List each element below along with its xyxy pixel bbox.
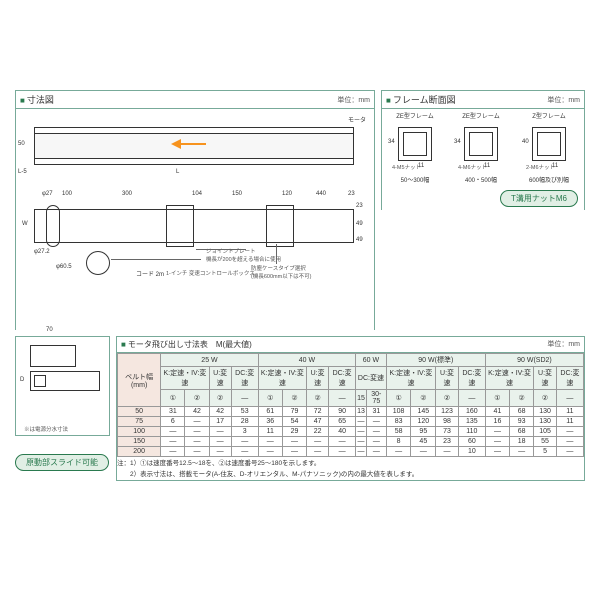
table-unit: 単位：mm xyxy=(547,339,580,350)
motor-table-panel: ■モータ飛び出し寸法表 M(最大値) 単位：mm ベルト幅(mm) 25 W 4… xyxy=(116,336,585,481)
dimension-drawing: モータ 50 L-5 L φ27 100 300 104 150 120 440… xyxy=(16,109,374,331)
frame-section-panel: ■フレーム断面図 単位：mm ZE型フレーム ZE型フレーム Z型フレーム 34… xyxy=(381,90,585,210)
table-title: モータ飛び出し寸法表 M(最大値) xyxy=(128,340,252,349)
dim-title: 寸法図 xyxy=(27,95,54,105)
slide-pill: 原動部スライド可能 xyxy=(15,454,109,471)
frame-title: フレーム断面図 xyxy=(393,95,456,105)
table-note-1: 注：1）①は速度番号12.5～18を、②は速度番号25～180を示します。 xyxy=(117,460,584,468)
dimension-drawing-panel: ■寸法図 単位：mm モータ 50 L-5 L φ27 100 300 104 xyxy=(15,90,375,330)
motor-table: ベルト幅(mm) 25 W 40 W 60 W 90 W(標準) 90 W(SD… xyxy=(117,353,584,457)
tnut-pill: T溝用ナットM6 xyxy=(500,190,578,207)
frame-unit: 単位：mm xyxy=(547,95,580,105)
table-note-2: 2）表示寸法は、搭載モータ(A-住友、D-オリエンタル、M-パナソニック)の内の… xyxy=(117,471,584,479)
side-detail-box: 70 D ※は電源分水寸法 xyxy=(15,336,110,436)
dim-unit: 単位：mm xyxy=(337,95,370,105)
